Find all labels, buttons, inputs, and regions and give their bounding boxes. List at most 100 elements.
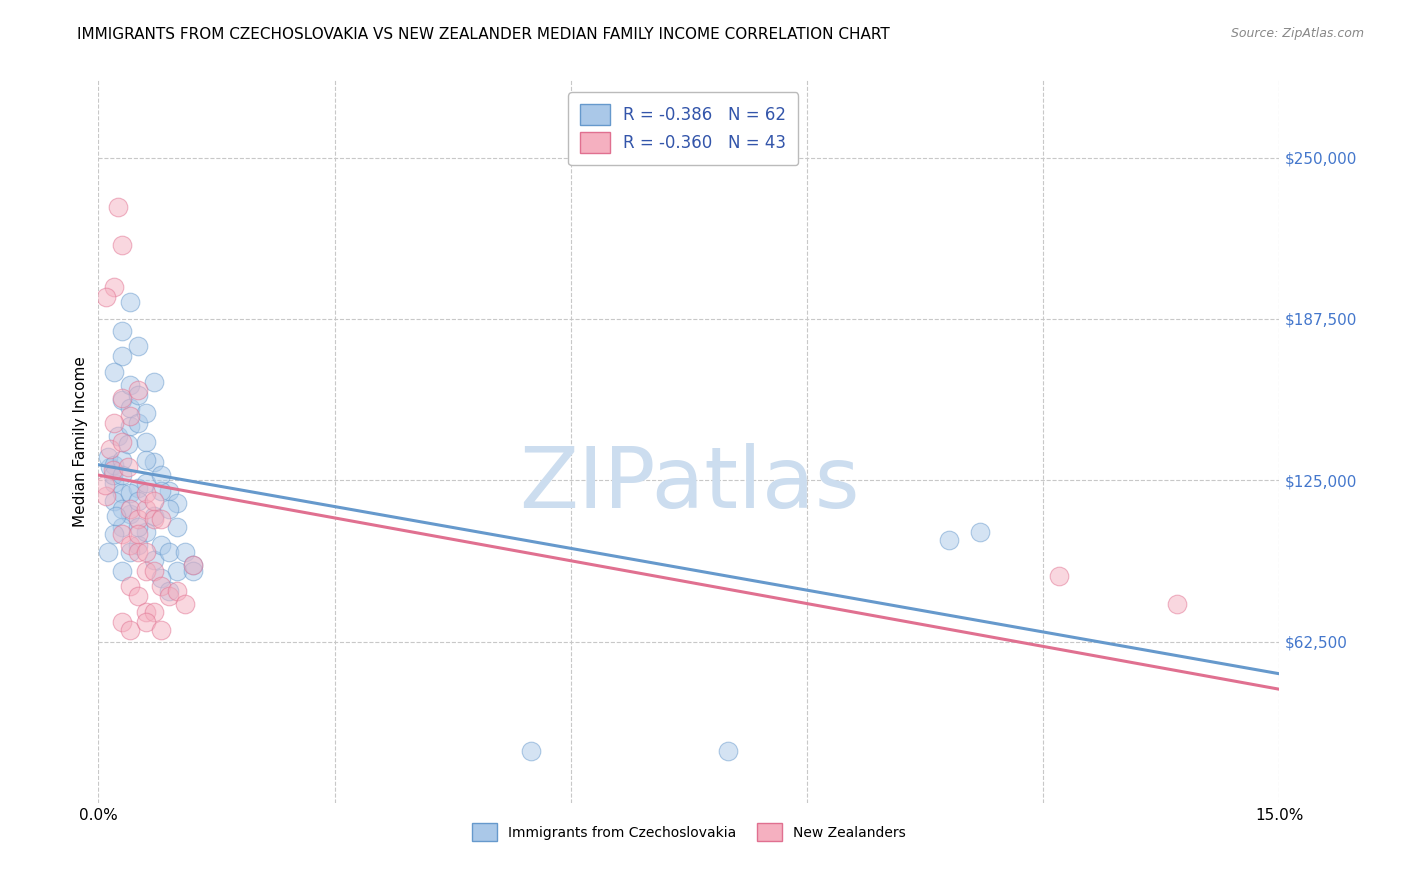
Point bbox=[127, 590, 149, 604]
Point bbox=[117, 460, 139, 475]
Point bbox=[135, 605, 157, 619]
Point bbox=[118, 545, 141, 559]
Point bbox=[127, 494, 149, 508]
Point bbox=[717, 744, 740, 758]
Point bbox=[111, 501, 134, 516]
Point bbox=[181, 564, 204, 578]
Point bbox=[174, 597, 197, 611]
Point bbox=[111, 519, 134, 533]
Point bbox=[96, 290, 118, 304]
Point bbox=[938, 533, 960, 547]
Point bbox=[111, 564, 134, 578]
Point bbox=[127, 512, 149, 526]
Point bbox=[157, 501, 180, 516]
Point bbox=[135, 406, 157, 420]
Point bbox=[127, 339, 149, 353]
Point bbox=[127, 481, 149, 495]
Point bbox=[101, 463, 124, 477]
Point bbox=[118, 501, 141, 516]
Point bbox=[107, 200, 129, 214]
Point bbox=[142, 553, 165, 567]
Y-axis label: Median Family Income: Median Family Income bbox=[73, 356, 89, 527]
Point bbox=[103, 494, 125, 508]
Text: ZIPatlas: ZIPatlas bbox=[519, 443, 859, 526]
Legend: Immigrants from Czechoslovakia, New Zealanders: Immigrants from Czechoslovakia, New Zeal… bbox=[467, 817, 911, 847]
Point bbox=[118, 579, 141, 593]
Point bbox=[142, 512, 165, 526]
Point bbox=[127, 383, 149, 397]
Point bbox=[103, 365, 125, 379]
Point bbox=[111, 434, 134, 449]
Point bbox=[93, 478, 115, 492]
Point bbox=[118, 486, 141, 500]
Point bbox=[181, 558, 204, 573]
Point bbox=[520, 744, 543, 758]
Point bbox=[118, 295, 141, 310]
Point bbox=[118, 507, 141, 521]
Point bbox=[111, 615, 134, 630]
Point bbox=[111, 238, 134, 252]
Point bbox=[103, 458, 125, 472]
Point bbox=[111, 486, 134, 500]
Point bbox=[118, 538, 141, 552]
Point bbox=[166, 564, 188, 578]
Point bbox=[127, 538, 149, 552]
Point bbox=[135, 452, 157, 467]
Point bbox=[127, 417, 149, 431]
Point bbox=[157, 545, 180, 559]
Point bbox=[103, 279, 125, 293]
Point bbox=[103, 475, 125, 490]
Point bbox=[135, 475, 157, 490]
Point bbox=[97, 545, 120, 559]
Point bbox=[150, 512, 173, 526]
Point bbox=[135, 564, 157, 578]
Text: Source: ZipAtlas.com: Source: ZipAtlas.com bbox=[1230, 27, 1364, 40]
Point bbox=[157, 590, 180, 604]
Point bbox=[150, 483, 173, 498]
Point bbox=[174, 545, 197, 559]
Point bbox=[127, 519, 149, 533]
Point bbox=[118, 409, 141, 423]
Point bbox=[118, 401, 141, 415]
Point bbox=[135, 524, 157, 539]
Point bbox=[98, 442, 121, 457]
Point bbox=[96, 489, 118, 503]
Text: IMMIGRANTS FROM CZECHOSLOVAKIA VS NEW ZEALANDER MEDIAN FAMILY INCOME CORRELATION: IMMIGRANTS FROM CZECHOSLOVAKIA VS NEW ZE… bbox=[77, 27, 890, 42]
Point bbox=[166, 584, 188, 599]
Point bbox=[166, 519, 188, 533]
Point bbox=[150, 571, 173, 585]
Point bbox=[111, 452, 134, 467]
Point bbox=[118, 623, 141, 637]
Point bbox=[157, 584, 180, 599]
Point bbox=[103, 527, 125, 541]
Point bbox=[111, 350, 134, 364]
Point bbox=[111, 391, 134, 405]
Point bbox=[135, 486, 157, 500]
Point bbox=[150, 468, 173, 483]
Point bbox=[142, 375, 165, 389]
Point bbox=[181, 558, 204, 573]
Point bbox=[1047, 568, 1070, 582]
Point bbox=[166, 496, 188, 510]
Point bbox=[1166, 597, 1188, 611]
Point bbox=[150, 579, 173, 593]
Point bbox=[135, 615, 157, 630]
Point bbox=[135, 501, 157, 516]
Point bbox=[127, 545, 149, 559]
Point bbox=[118, 419, 141, 434]
Point bbox=[101, 468, 124, 483]
Point bbox=[142, 564, 165, 578]
Point bbox=[135, 545, 157, 559]
Point bbox=[142, 455, 165, 469]
Point bbox=[111, 468, 134, 483]
Point bbox=[111, 393, 134, 408]
Point bbox=[127, 388, 149, 402]
Point bbox=[118, 377, 141, 392]
Point bbox=[150, 623, 173, 637]
Point bbox=[150, 538, 173, 552]
Point bbox=[142, 509, 165, 524]
Point bbox=[111, 527, 134, 541]
Point bbox=[111, 324, 134, 338]
Point bbox=[157, 483, 180, 498]
Point bbox=[107, 429, 129, 443]
